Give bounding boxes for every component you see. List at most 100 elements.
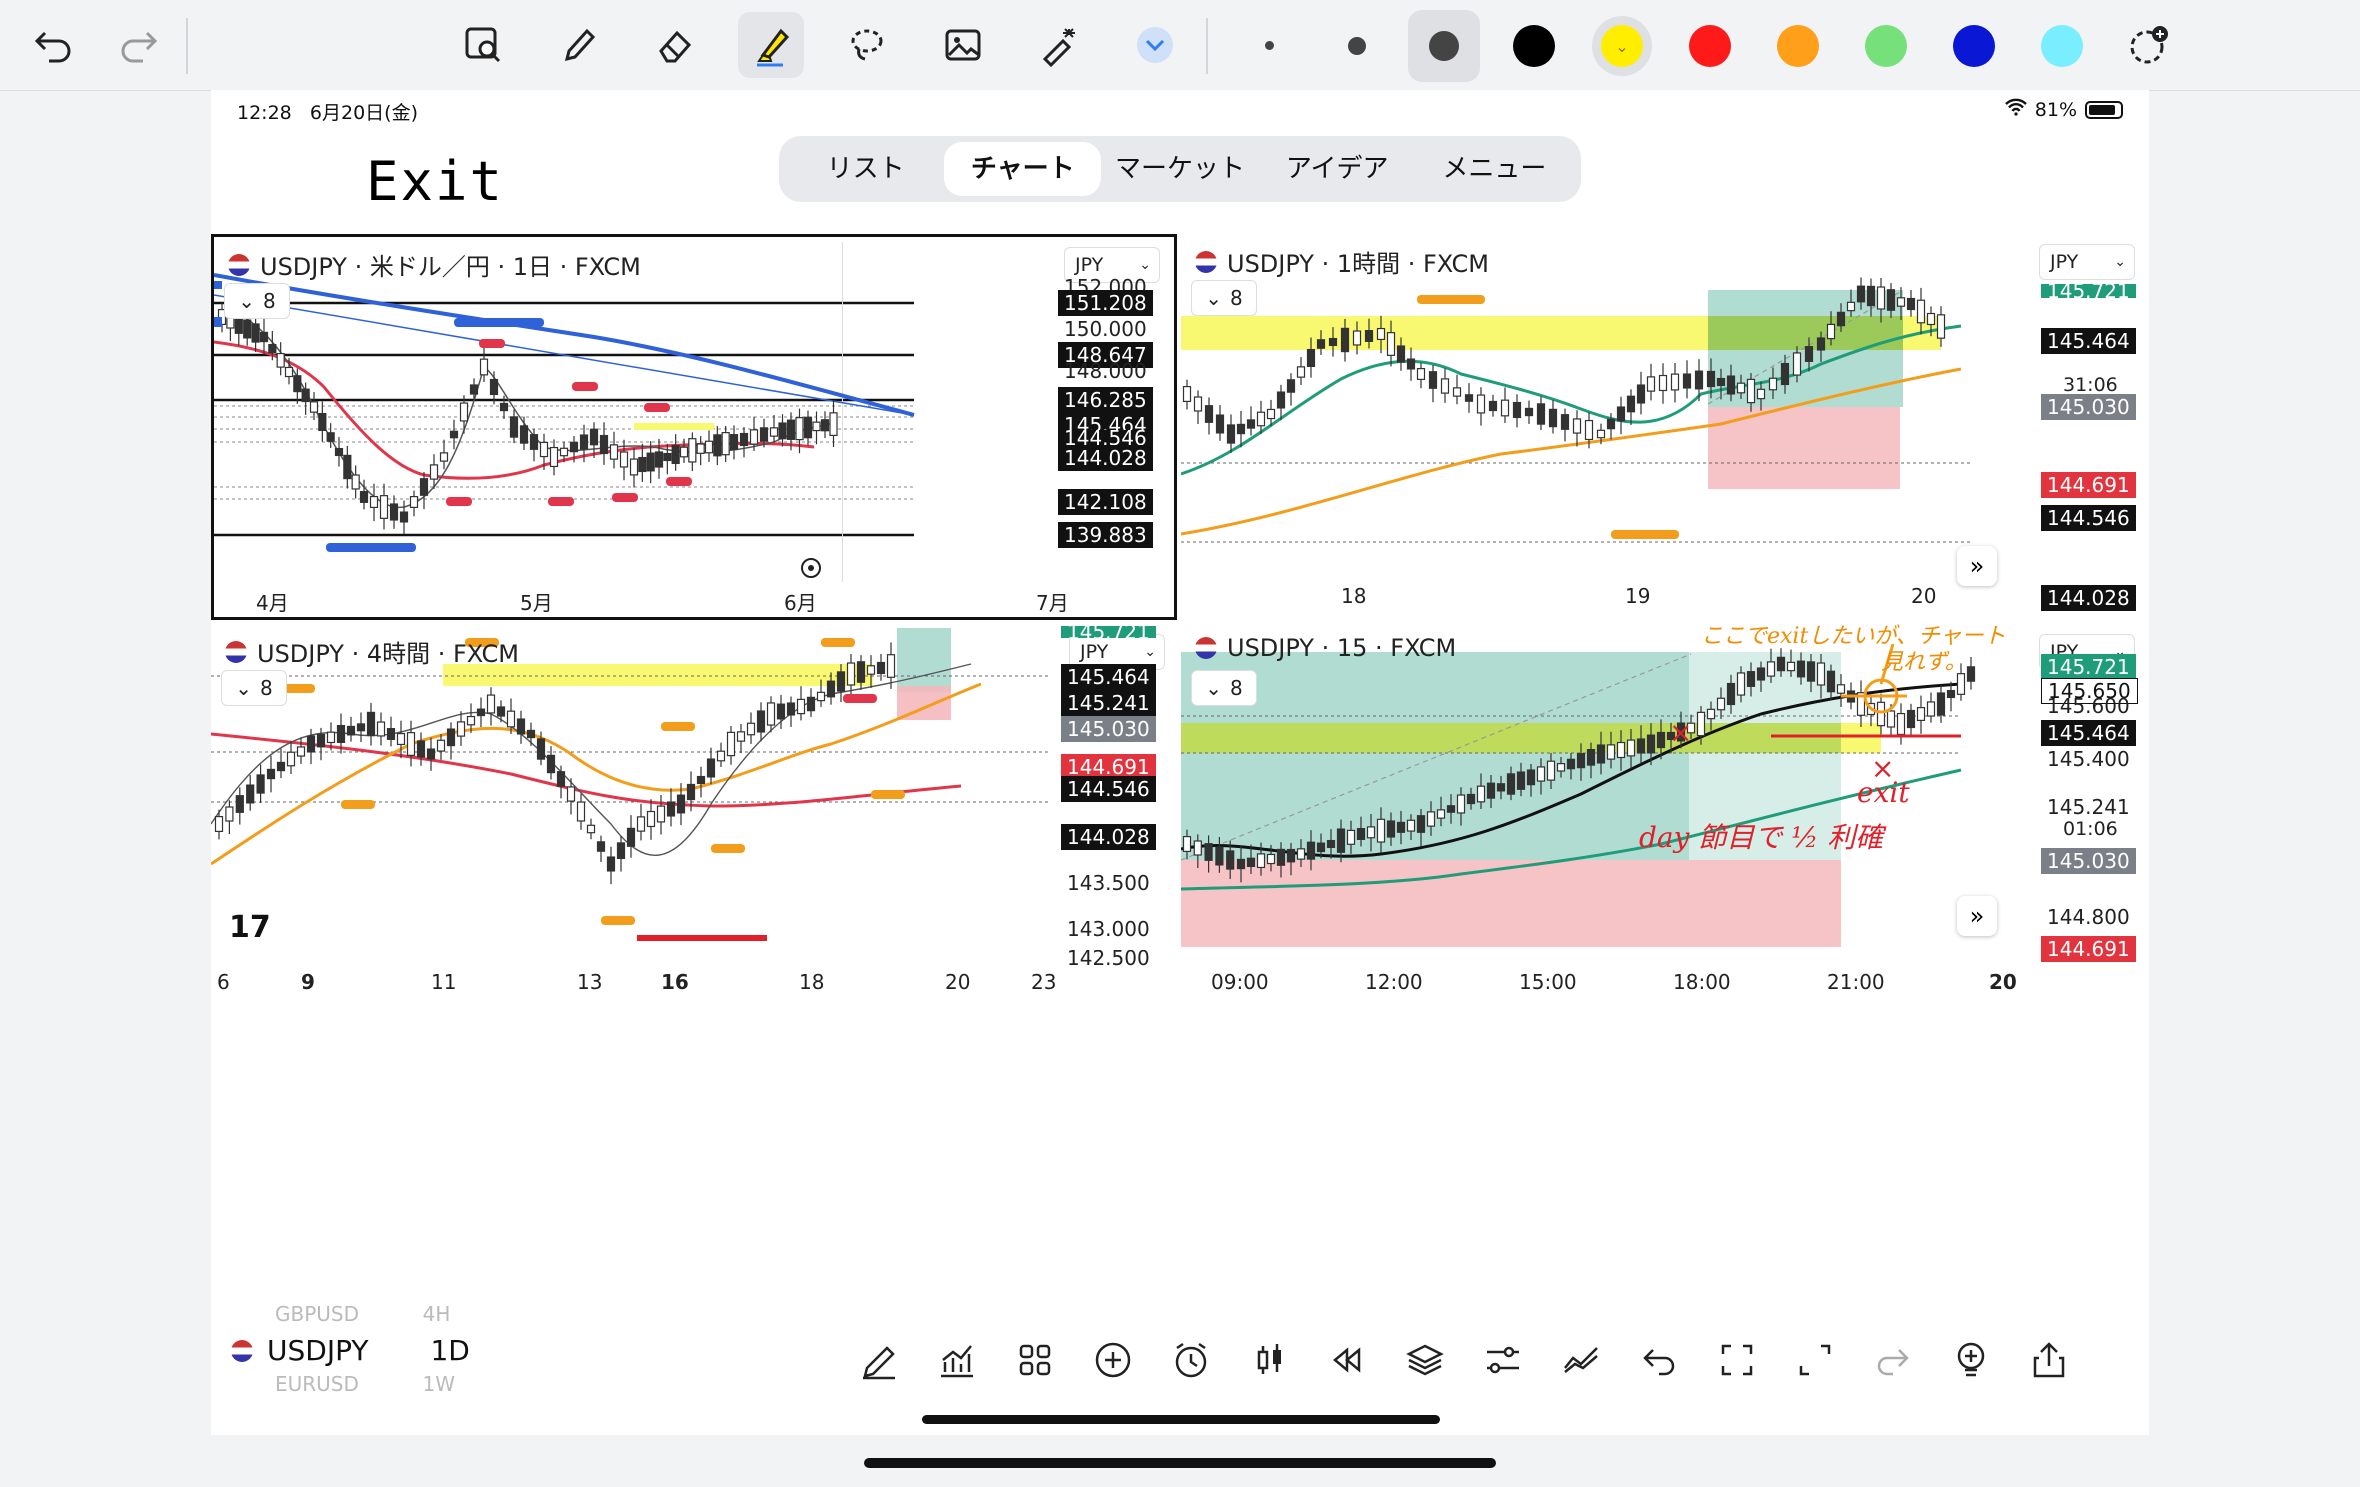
scroll-to-latest-icon[interactable]: » [1957, 546, 1997, 586]
ideas-bulb-icon[interactable] [1949, 1338, 1993, 1382]
candle-body [1306, 348, 1316, 368]
tab-ideas[interactable]: アイデア [1285, 154, 1389, 184]
color-orange[interactable] [1777, 25, 1819, 67]
candle-body [829, 412, 838, 437]
color-green[interactable] [1865, 25, 1907, 67]
candle-body [1796, 660, 1806, 678]
color-red[interactable] [1689, 25, 1731, 67]
pen-icon[interactable] [546, 12, 612, 78]
candle-body [326, 731, 336, 744]
compare-icon[interactable] [1559, 1338, 1603, 1382]
tab-list[interactable]: リスト [826, 154, 905, 184]
undo-icon[interactable] [1637, 1338, 1681, 1382]
tab-market[interactable]: マーケット [1115, 154, 1246, 184]
undo-icon[interactable] [20, 12, 86, 78]
expand-icon[interactable] [1793, 1338, 1837, 1382]
currency-select[interactable]: JPY ⌄ [1064, 247, 1160, 283]
chart-panel-15m[interactable]: USDJPY · 15 · FXCM ⌄ 8 JPY ⌄ ここでexitしたいが、チ… [1181, 624, 2149, 1014]
add-icon[interactable] [1091, 1338, 1135, 1382]
candle-body [1256, 853, 1266, 869]
candle-body [284, 366, 294, 378]
color-yellow-selected[interactable]: ⌄ [1601, 25, 1643, 67]
indicator-count[interactable]: ⌄ 8 [224, 283, 290, 319]
chart-panel-4h[interactable]: USDJPY · 4時間 · FXCM ⌄ 8 JPY ⌄ 145.721 145.… [211, 624, 1177, 1014]
candle-body [486, 694, 496, 714]
candle-body [696, 775, 706, 785]
price-level: 145.721 [2041, 284, 2136, 298]
candle-body [663, 452, 672, 462]
candle-body [1886, 710, 1896, 728]
candle-body [1780, 362, 1790, 386]
candle-body [606, 856, 616, 872]
candle-body [1856, 285, 1866, 303]
candle-body [359, 491, 369, 503]
candle-body [1328, 337, 1338, 347]
candle-body [1576, 753, 1586, 769]
candle-body [406, 732, 416, 756]
layers-icon[interactable] [1403, 1338, 1447, 1382]
candle-body [1226, 424, 1236, 444]
price-level: 144.691 [2041, 472, 2136, 498]
bottom-toolbar: GBPUSD 4H USDJPY 1D EURUSD 1W [211, 1302, 2149, 1400]
stroke-size-medium[interactable] [1348, 37, 1366, 55]
next-symbol: EURUSD 1W [275, 1372, 455, 1396]
usd-jpy-flag-icon [225, 640, 247, 663]
candle-type-icon[interactable] [1247, 1338, 1291, 1382]
settings-sliders-icon[interactable] [1481, 1338, 1525, 1382]
candle-body [596, 841, 606, 852]
share-icon[interactable] [2027, 1338, 2071, 1382]
candle-body [656, 805, 666, 823]
main-tabs: リスト チャート マーケット アイデア メニュー [779, 136, 1581, 202]
layout-grid-icon[interactable] [1013, 1338, 1057, 1382]
color-black[interactable] [1513, 25, 1555, 67]
laser-pointer-icon[interactable] [1026, 12, 1092, 78]
candle-body [766, 702, 776, 726]
candle-body [1716, 377, 1726, 387]
draw-tool-icon[interactable] [857, 1338, 901, 1382]
image-search-icon[interactable] [450, 12, 516, 78]
replay-icon[interactable] [1325, 1338, 1369, 1382]
candle-body [1572, 418, 1582, 434]
scroll-to-latest-icon[interactable]: » [1957, 896, 1997, 936]
eraser-icon[interactable] [642, 12, 708, 78]
more-tools-chevron-icon[interactable] [1122, 12, 1188, 78]
candle-body [1524, 407, 1534, 417]
stroke-size-small[interactable] [1265, 41, 1274, 50]
symbol-selector[interactable]: USDJPY 1D [231, 1334, 470, 1367]
candle-body [1816, 337, 1826, 351]
redo-icon[interactable] [1871, 1338, 1915, 1382]
candle-body [1846, 301, 1856, 312]
home-indicator[interactable] [922, 1415, 1440, 1424]
currency-select[interactable]: JPY ⌄ [2039, 244, 2135, 280]
y-label: 143.500 [1067, 871, 1150, 895]
candle-body [1776, 656, 1786, 672]
status-right: 81% [2004, 98, 2123, 121]
candle-body [756, 710, 766, 733]
tab-chart[interactable]: チャート [944, 142, 1102, 196]
color-blue[interactable] [1953, 25, 1995, 67]
indicator-count[interactable]: ⌄ 8 [1191, 280, 1257, 316]
fullscreen-icon[interactable] [1715, 1338, 1759, 1382]
candle-body [1746, 671, 1756, 687]
color-cyan[interactable] [2041, 25, 2083, 67]
image-icon[interactable] [930, 12, 996, 78]
candle-body [234, 316, 243, 334]
price-level: 145.241 [1061, 690, 1156, 716]
chart-panel-daily[interactable]: USDJPY · 米ドル／円 · 1日 · FXCM ⌄ 8 JPY ⌄ 152.0… [211, 234, 1177, 620]
indicator-count[interactable]: ⌄ 8 [1191, 670, 1257, 706]
y-label: 143.000 [1067, 917, 1150, 941]
candle-body [636, 816, 646, 832]
indicators-icon[interactable] [935, 1338, 979, 1382]
candle-body [696, 443, 705, 454]
home-indicator-outer[interactable] [864, 1458, 1496, 1468]
candle-body [446, 728, 456, 747]
highlighter-icon[interactable] [738, 12, 804, 78]
chart-panel-1h[interactable]: USDJPY · 1時間 · FXCM ⌄ 8 JPY ⌄ 145.721 145.… [1181, 234, 2149, 620]
alert-clock-icon[interactable] [1169, 1338, 1213, 1382]
indicator-count[interactable]: ⌄ 8 [221, 670, 287, 706]
tab-menu[interactable]: メニュー [1442, 154, 1547, 184]
lasso-icon[interactable] [834, 12, 900, 78]
redo-icon[interactable] [106, 12, 172, 78]
add-color-icon[interactable] [2116, 12, 2182, 78]
candle-body [749, 429, 759, 445]
